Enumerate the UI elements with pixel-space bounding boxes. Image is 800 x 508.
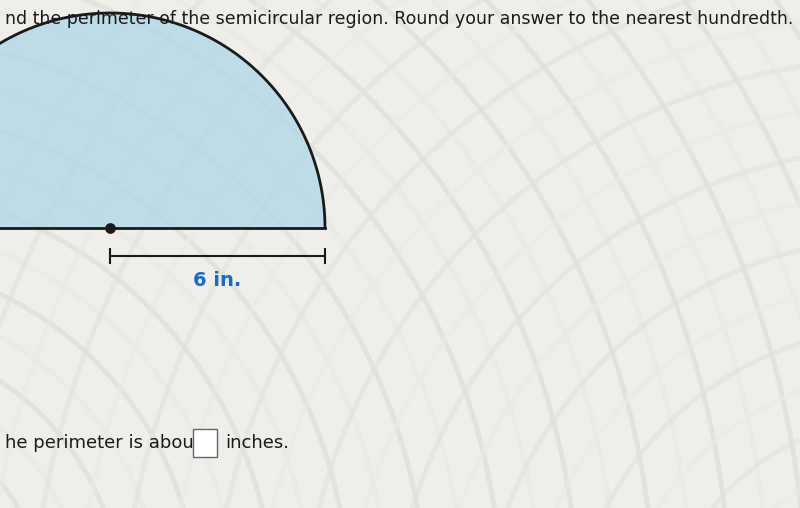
Text: inches.: inches. (225, 434, 289, 452)
Text: 6 in.: 6 in. (194, 271, 242, 290)
Text: he perimeter is about: he perimeter is about (5, 434, 201, 452)
Point (104, 224, 117, 232)
Bar (193, 429, 217, 457)
Polygon shape (0, 13, 325, 228)
Text: nd the perimeter of the semicircular region. Round your answer to the nearest hu: nd the perimeter of the semicircular reg… (5, 10, 794, 28)
